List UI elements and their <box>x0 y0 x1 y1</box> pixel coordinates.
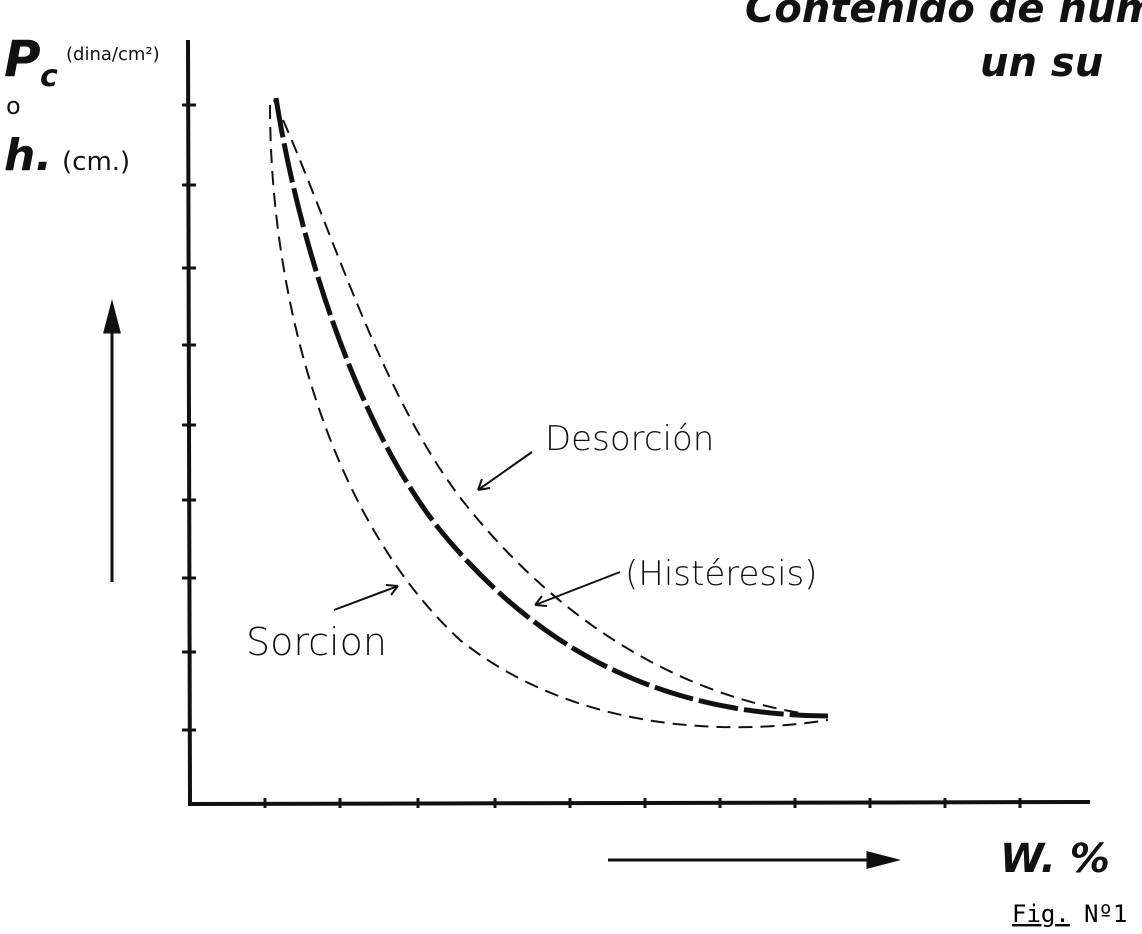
sorption-label: Sorcion <box>246 620 387 664</box>
up-arrow-head <box>103 299 121 334</box>
figure-label: Fig. Nº1 <box>1012 900 1127 928</box>
curves <box>269 97 829 729</box>
right-arrow-head <box>866 851 901 869</box>
figure-number: Nº1 <box>1084 900 1127 928</box>
x-label: W. % <box>1000 836 1110 882</box>
pointer-arrows <box>333 451 621 611</box>
y-subscript: c <box>40 59 58 94</box>
y-symbol: P <box>4 30 41 88</box>
y-unit: (dina/cm²) <box>66 44 160 65</box>
axes <box>182 39 1091 808</box>
y-alt-symbol: h. <box>4 130 52 181</box>
title-line2: un su <box>980 40 1103 86</box>
title-line1: Contenido de humedad <box>745 0 1142 32</box>
y-label: P c (dina/cm²) o h. (cm.) <box>4 30 160 181</box>
y-ticks <box>182 103 196 732</box>
desorption-label: Desorción <box>545 419 714 459</box>
hysteresis-label: (Histéresis) <box>625 554 818 594</box>
sorption-curve <box>269 104 829 729</box>
x-axis <box>187 800 1091 806</box>
y-axis <box>186 39 192 807</box>
sorption-arrow <box>333 584 399 611</box>
figure-prefix: Fig. <box>1012 900 1070 928</box>
direction-arrows <box>103 299 901 869</box>
y-or: o <box>6 92 21 120</box>
desorption-arrow <box>477 451 533 491</box>
desorption-curve <box>273 99 829 718</box>
hysteresis-arrow <box>534 571 621 607</box>
y-alt-unit: (cm.) <box>62 147 130 177</box>
x-ticks <box>263 798 1022 808</box>
hysteresis-curve <box>273 97 829 719</box>
